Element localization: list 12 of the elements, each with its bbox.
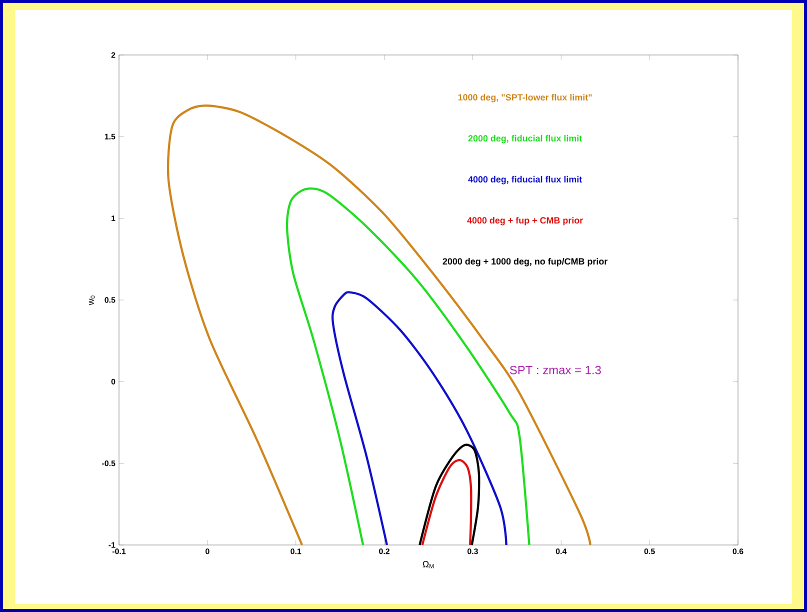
line-series [421, 458, 472, 546]
line-series [286, 187, 530, 546]
text: 4000 deg, fiducial flux limit [468, 176, 582, 184]
x-axis-title: Ω$_{M}$ [422, 560, 434, 568]
text: 2000 deg + 1000 deg, no fup/CMB prior [442, 258, 608, 266]
text: 2000 deg, fiducial flux limit [468, 134, 582, 144]
text: 4000 deg + fup + CMB prior [467, 216, 583, 226]
text: 1000 deg, "SPT-lower flux limit" [458, 94, 592, 102]
line-series [331, 291, 508, 546]
y-axis-title: w$_{0}$ [89, 296, 95, 306]
line-series [418, 444, 480, 546]
annotation: SPT : zmax = 1.3 [510, 366, 601, 374]
